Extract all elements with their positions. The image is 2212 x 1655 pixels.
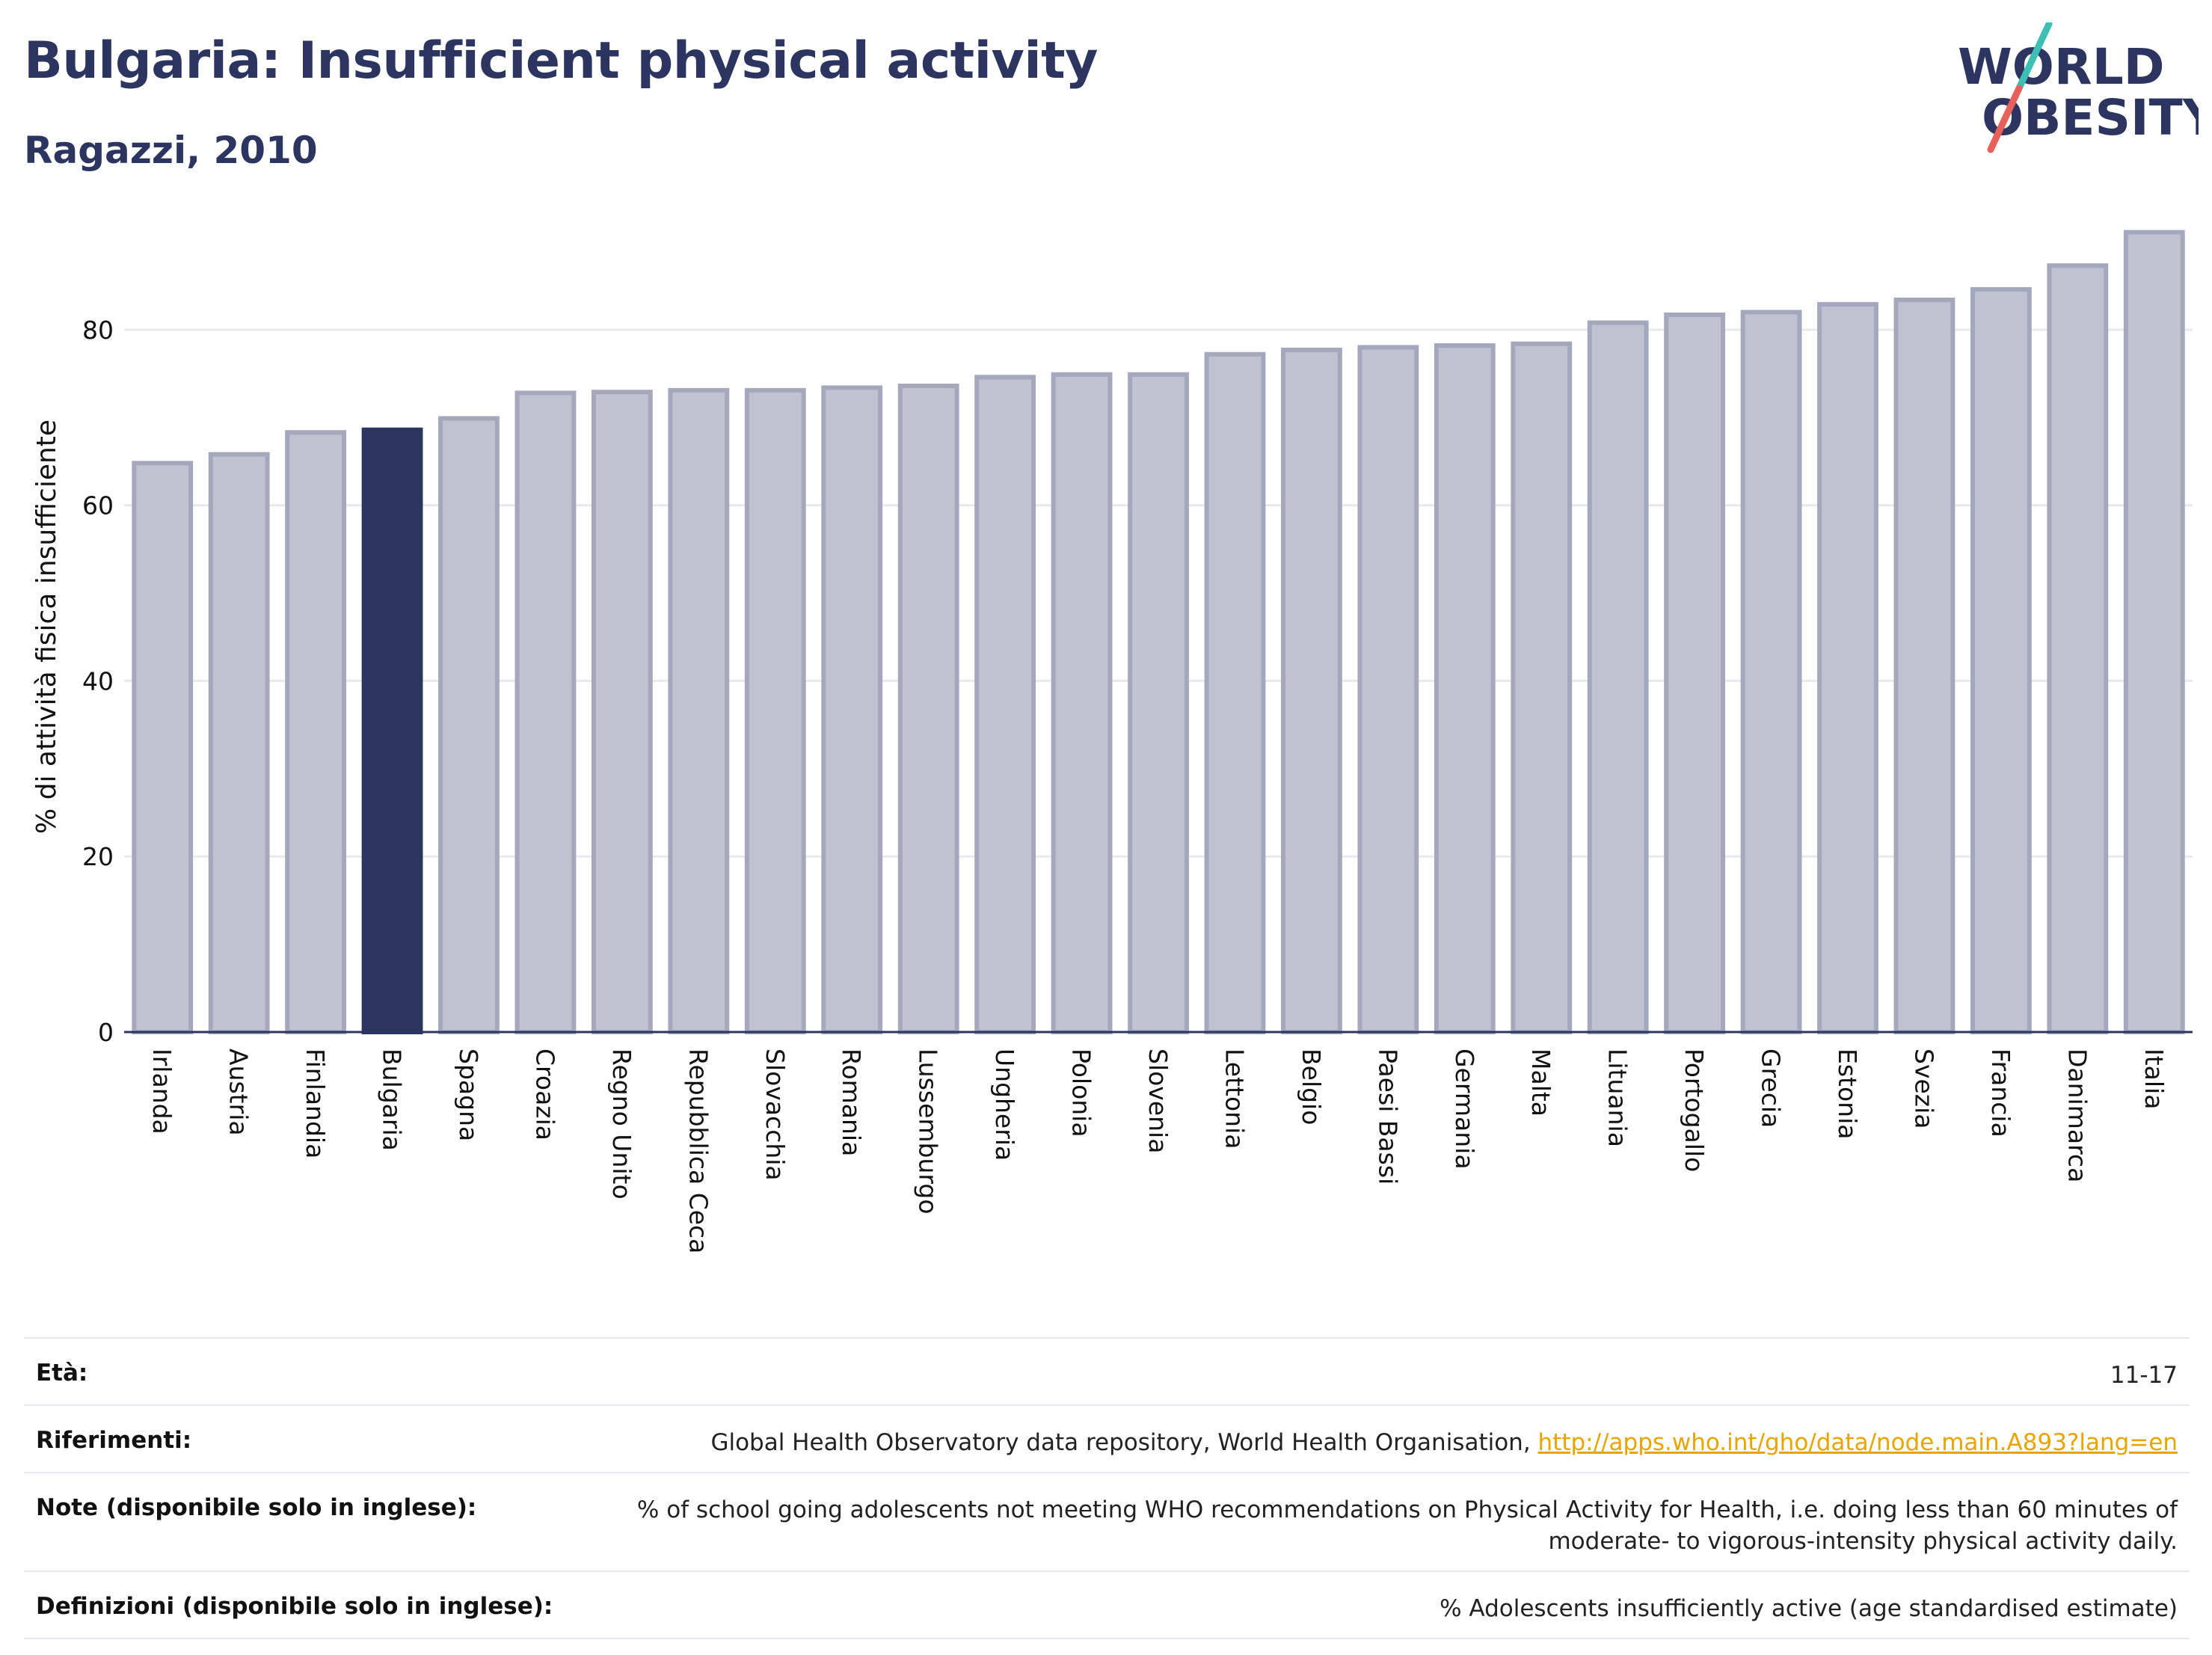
info-label: Riferimenti: [36, 1427, 192, 1454]
info-table: Età: 11-17 Riferimenti: Global Health Ob… [24, 1337, 2190, 1639]
logo-line-1: WORLD [1958, 38, 2165, 96]
bar-spagna[interactable] [438, 416, 500, 1034]
x-tick-label: Croazia [530, 1048, 559, 1140]
logo-slash-top [2015, 22, 2053, 92]
reference-link[interactable]: http://apps.who.int/gho/data/node.main.A… [1537, 1429, 2178, 1456]
bar-finlandia[interactable] [285, 430, 347, 1034]
bar-belgio[interactable] [1280, 347, 1342, 1034]
bar-slovenia[interactable] [1128, 372, 1189, 1034]
bar-bulgaria[interactable] [361, 427, 423, 1034]
x-tick-label: Slovacchia [761, 1048, 790, 1181]
info-label: Definizioni (disponibile solo in inglese… [36, 1593, 553, 1620]
bar-malta[interactable] [1511, 341, 1573, 1034]
bar-austria[interactable] [208, 452, 270, 1034]
y-tick-label: 60 [82, 491, 114, 521]
bar-repubblica-ceca[interactable] [668, 387, 730, 1034]
info-value: Global Health Observatory data repositor… [710, 1429, 1538, 1456]
x-tick-label: Regno Unito [607, 1048, 636, 1200]
x-tick-label: Italia [2139, 1048, 2169, 1109]
y-tick-label: 40 [82, 666, 114, 696]
x-tick-label: Finlandia [301, 1048, 330, 1158]
x-tick-label: Malta [1526, 1048, 1555, 1117]
x-tick-label: Lettonia [1220, 1048, 1249, 1149]
bar-chart: 0 20 40 60 80 Irlanda Austria Finlandia Bulgaria… [31, 230, 2193, 1253]
y-axis-title: % di attività fisica insufficiente [31, 420, 62, 834]
bar-irlanda[interactable] [132, 461, 194, 1034]
bar-lussemburgo[interactable] [897, 384, 959, 1034]
bar-grecia[interactable] [1740, 310, 1802, 1034]
x-tick-label: Paesi Bassi [1373, 1048, 1402, 1185]
bar-francia[interactable] [1970, 286, 2032, 1034]
bar-italia[interactable] [2123, 230, 2185, 1035]
bar-portogallo[interactable] [1664, 312, 1726, 1035]
x-tick-label: Lussemburgo [914, 1048, 943, 1215]
info-label: Note (disponibile solo in inglese): [36, 1494, 477, 1521]
x-tick-label: Austria [224, 1048, 254, 1136]
chart-title: Bulgaria: Insufficient physical activity [24, 31, 1098, 90]
x-tick-label: Polonia [1067, 1048, 1096, 1137]
x-tick-label: Francia [1986, 1048, 2015, 1137]
info-row-notes: Note (disponibile solo in inglese): % of… [24, 1472, 2190, 1570]
x-tick-label: Grecia [1757, 1048, 1786, 1128]
bar-polonia[interactable] [1051, 372, 1113, 1034]
info-value: % Adolescents insufficiently active (age… [1440, 1595, 2178, 1622]
bar-danimarca[interactable] [2047, 263, 2109, 1034]
logo-slash-bottom [1987, 85, 2023, 153]
info-row-definitions: Definizioni (disponibile solo in inglese… [24, 1570, 2190, 1639]
info-label: Età: [36, 1360, 88, 1387]
info-value: 11-17 [2110, 1362, 2178, 1389]
bar-ungheria[interactable] [974, 375, 1036, 1034]
world-obesity-logo: WORLD OBESITY [1958, 22, 2199, 153]
axes: 0 20 40 60 80 Irlanda Austria Finlandia Bulgaria… [82, 316, 2193, 1253]
bar-regno-unito[interactable] [591, 390, 653, 1034]
bars [132, 230, 2185, 1035]
y-tick-label: 0 [98, 1018, 114, 1047]
x-tick-label: Germania [1450, 1048, 1479, 1170]
bar-estonia[interactable] [1817, 301, 1878, 1034]
info-row-age: Età: 11-17 [24, 1337, 2190, 1404]
info-value: % of school going adolescents not meetin… [636, 1496, 2178, 1555]
bar-paesi-bassi[interactable] [1357, 345, 1419, 1034]
y-tick-label: 80 [82, 316, 114, 345]
x-tick-label: Irlanda [147, 1048, 176, 1134]
x-tick-label: Spagna [454, 1048, 483, 1141]
chart-subtitle: Ragazzi, 2010 [24, 129, 318, 172]
x-tick-label: Estonia [1833, 1048, 1862, 1139]
x-tick-label: Bulgaria [378, 1048, 407, 1151]
bar-slovacchia[interactable] [744, 387, 806, 1034]
x-tick-label: Slovenia [1143, 1048, 1173, 1153]
x-tick-label: Danimarca [2062, 1048, 2092, 1182]
bar-lituania[interactable] [1587, 320, 1649, 1034]
info-row-references: Riferimenti: Global Health Observatory d… [24, 1404, 2190, 1472]
x-tick-label: Portogallo [1680, 1048, 1709, 1172]
x-tick-label: Romania [837, 1048, 866, 1156]
bar-lettonia[interactable] [1204, 351, 1266, 1034]
y-tick-label: 20 [82, 842, 114, 871]
x-tick-label: Ungheria [990, 1048, 1019, 1161]
info-value-wrapper: Global Health Observatory data repositor… [710, 1427, 2178, 1458]
bar-svezia[interactable] [1893, 297, 1956, 1034]
bar-romania[interactable] [821, 385, 883, 1034]
x-tick-label: Repubblica Ceca [683, 1048, 713, 1253]
bar-germania[interactable] [1434, 343, 1496, 1034]
x-tick-label: Belgio [1297, 1048, 1326, 1125]
x-tick-label: Lituania [1603, 1048, 1632, 1147]
bar-croazia[interactable] [514, 390, 577, 1034]
x-tick-label: Svezia [1909, 1048, 1938, 1129]
